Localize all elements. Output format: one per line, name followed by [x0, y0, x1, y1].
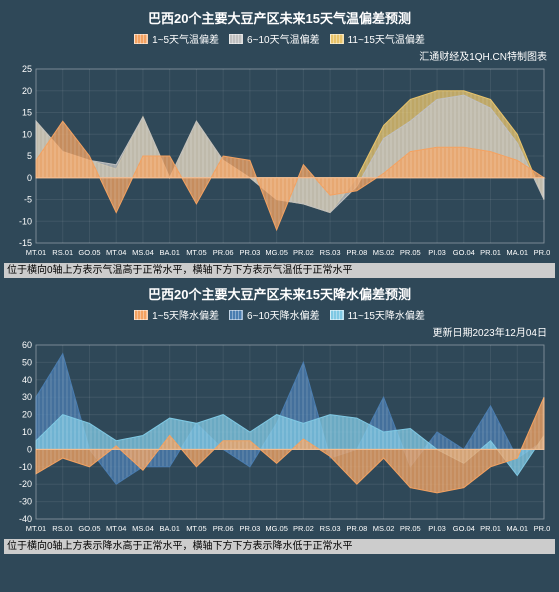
legend-label: 11~15天降水偏差: [348, 307, 425, 322]
svg-text:-10: -10: [19, 462, 32, 472]
svg-text:PR.02: PR.02: [293, 248, 314, 257]
svg-text:0: 0: [27, 444, 32, 454]
legend-label: 1~5天气温偏差: [152, 31, 219, 46]
svg-text:GO.05: GO.05: [78, 248, 100, 257]
legend-item-2: 11~15天气温偏差: [330, 31, 425, 46]
svg-text:25: 25: [22, 65, 32, 74]
legend-item-1: 6~10天气温偏差: [229, 31, 320, 46]
legend-item-1: 6~10天降水偏差: [229, 307, 320, 322]
chart1-legend: 1~5天气温偏差 6~10天气温偏差 11~15天气温偏差: [4, 29, 555, 48]
chart1-title: 巴西20个主要大豆产区未来15天气温偏差预测: [4, 4, 555, 29]
svg-text:PR.05: PR.05: [400, 524, 421, 533]
svg-text:RS.03: RS.03: [320, 524, 341, 533]
chart1-plot: -15 -10 -5 0 5 10 15 20 25 MT.01 RS.01 GO.05 MT.04 MS…: [4, 65, 555, 263]
svg-text:PI.03: PI.03: [428, 248, 446, 257]
svg-text:MS.02: MS.02: [373, 248, 395, 257]
legend-swatch: [229, 310, 243, 320]
svg-text:MT.04: MT.04: [106, 248, 126, 257]
svg-text:15: 15: [22, 108, 32, 118]
svg-text:RS.01: RS.01: [52, 248, 73, 257]
svg-text:MA.01: MA.01: [506, 524, 528, 533]
svg-text:MG.05: MG.05: [265, 524, 288, 533]
chart2-legend: 1~5天降水偏差 6~10天降水偏差 11~15天降水偏差: [4, 305, 555, 324]
chart2-caption: 位于横向0轴上方表示降水高于正常水平，横轴下方下方表示降水低于正常水平: [4, 539, 555, 554]
svg-text:20: 20: [22, 86, 32, 96]
svg-text:RS.01: RS.01: [52, 524, 73, 533]
svg-text:-20: -20: [19, 479, 32, 489]
precipitation-panel: 巴西20个主要大豆产区未来15天降水偏差预测 1~5天降水偏差 6~10天降水偏差…: [4, 280, 555, 554]
legend-label: 6~10天降水偏差: [247, 307, 320, 322]
legend-swatch: [330, 34, 344, 44]
svg-text:GO.04: GO.04: [453, 248, 475, 257]
legend-item-0: 1~5天气温偏差: [134, 31, 219, 46]
svg-text:MG.05: MG.05: [265, 248, 288, 257]
chart2-subtitle: 更新日期2023年12月04日: [4, 324, 555, 341]
chart1-subtitle: 汇通财经及1QH.CN特制图表: [4, 48, 555, 65]
svg-text:-10: -10: [19, 216, 32, 226]
svg-text:-30: -30: [19, 497, 32, 507]
svg-text:MS.04: MS.04: [132, 248, 154, 257]
svg-text:PR.01: PR.01: [480, 248, 501, 257]
svg-text:5: 5: [27, 151, 32, 161]
svg-text:-40: -40: [19, 514, 32, 524]
legend-label: 6~10天气温偏差: [247, 31, 320, 46]
svg-text:10: 10: [22, 427, 32, 437]
svg-text:PR.08: PR.08: [346, 524, 367, 533]
svg-text:60: 60: [22, 341, 32, 350]
svg-text:PR.07: PR.07: [534, 248, 550, 257]
legend-swatch: [134, 34, 148, 44]
svg-text:-5: -5: [24, 195, 32, 205]
svg-text:30: 30: [22, 392, 32, 402]
chart1-caption: 位于横向0轴上方表示气温高于正常水平，横轴下方下方表示气温低于正常水平: [4, 263, 555, 278]
svg-text:MS.02: MS.02: [373, 524, 395, 533]
legend-item-0: 1~5天降水偏差: [134, 307, 219, 322]
svg-text:BA.01: BA.01: [159, 524, 179, 533]
svg-text:PI.03: PI.03: [428, 524, 446, 533]
svg-text:GO.04: GO.04: [453, 524, 475, 533]
svg-text:40: 40: [22, 375, 32, 385]
svg-text:10: 10: [22, 129, 32, 139]
svg-text:50: 50: [22, 357, 32, 367]
legend-item-2: 11~15天降水偏差: [330, 307, 425, 322]
svg-text:0: 0: [27, 173, 32, 183]
svg-text:MT.05: MT.05: [186, 524, 206, 533]
svg-text:MT.01: MT.01: [26, 524, 46, 533]
svg-text:PR.08: PR.08: [346, 248, 367, 257]
chart2-title: 巴西20个主要大豆产区未来15天降水偏差预测: [4, 280, 555, 305]
svg-text:MT.04: MT.04: [106, 524, 126, 533]
legend-label: 1~5天降水偏差: [152, 307, 219, 322]
svg-text:PR.06: PR.06: [213, 248, 234, 257]
svg-text:-15: -15: [19, 238, 32, 248]
svg-text:BA.01: BA.01: [159, 248, 179, 257]
chart2-plot: -40 -30 -20 -10 0 10 20 30 40 50 60 MT.01 RS.01 GO.05…: [4, 341, 555, 539]
svg-text:PR.03: PR.03: [239, 248, 260, 257]
svg-text:MA.01: MA.01: [506, 248, 528, 257]
svg-text:PR.03: PR.03: [239, 524, 260, 533]
legend-label: 11~15天气温偏差: [348, 31, 425, 46]
svg-text:20: 20: [22, 410, 32, 420]
svg-text:PR.01: PR.01: [480, 524, 501, 533]
temperature-panel: 巴西20个主要大豆产区未来15天气温偏差预测 1~5天气温偏差 6~10天气温偏差…: [4, 4, 555, 278]
svg-text:PR.07: PR.07: [534, 524, 550, 533]
legend-swatch: [330, 310, 344, 320]
svg-text:GO.05: GO.05: [78, 524, 100, 533]
legend-swatch: [229, 34, 243, 44]
svg-text:MS.04: MS.04: [132, 524, 154, 533]
svg-text:MT.05: MT.05: [186, 248, 206, 257]
svg-text:PR.06: PR.06: [213, 524, 234, 533]
svg-text:RS.03: RS.03: [320, 248, 341, 257]
svg-text:MT.01: MT.01: [26, 248, 46, 257]
legend-swatch: [134, 310, 148, 320]
svg-text:PR.02: PR.02: [293, 524, 314, 533]
svg-text:PR.05: PR.05: [400, 248, 421, 257]
